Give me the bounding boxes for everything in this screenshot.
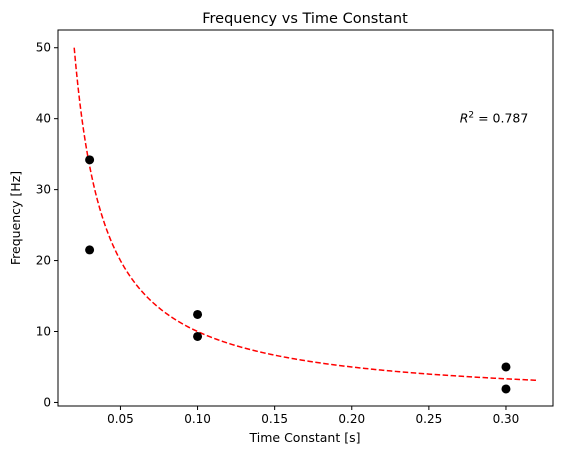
r-squared-value: = 0.787	[474, 111, 528, 126]
r-squared-annotation: R2 = 0.787	[460, 111, 529, 126]
data-point	[193, 309, 203, 319]
x-tick-label: 0.10	[184, 412, 211, 426]
y-tick-label: 40	[36, 112, 51, 126]
r-squared-symbol: R	[460, 111, 469, 126]
x-tick-label: 0.25	[416, 412, 443, 426]
x-tick-label: 0.15	[261, 412, 288, 426]
x-axis: 0.05 0.10 0.15 0.20 0.25 0.30	[107, 406, 519, 426]
y-tick-label: 30	[36, 183, 51, 197]
x-tick-label: 0.20	[338, 412, 365, 426]
y-tick-label: 20	[36, 254, 51, 268]
x-axis-label: Time Constant [s]	[249, 430, 361, 445]
y-tick-label: 0	[43, 395, 51, 409]
y-tick-label: 50	[36, 41, 51, 55]
r-squared-superscript: 2	[468, 111, 474, 121]
chart-title: Frequency vs Time Constant	[202, 11, 408, 27]
plot-area	[73, 47, 537, 394]
plot-frame	[57, 29, 554, 407]
data-point	[501, 362, 511, 372]
fit-curve	[73, 47, 537, 382]
x-tick-label: 0.05	[107, 412, 134, 426]
data-point	[193, 331, 203, 341]
y-axis-label: Frequency [Hz]	[8, 171, 23, 265]
data-point	[85, 155, 95, 165]
y-tick-label: 10	[36, 325, 51, 339]
data-point	[85, 245, 95, 255]
y-axis: 0 10 20 30 40 50	[36, 41, 58, 409]
x-tick-label: 0.30	[493, 412, 520, 426]
data-point	[501, 384, 511, 394]
